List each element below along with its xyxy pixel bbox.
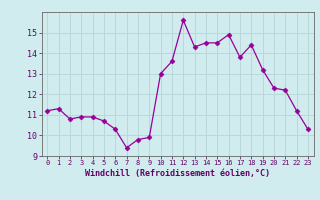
X-axis label: Windchill (Refroidissement éolien,°C): Windchill (Refroidissement éolien,°C) — [85, 169, 270, 178]
